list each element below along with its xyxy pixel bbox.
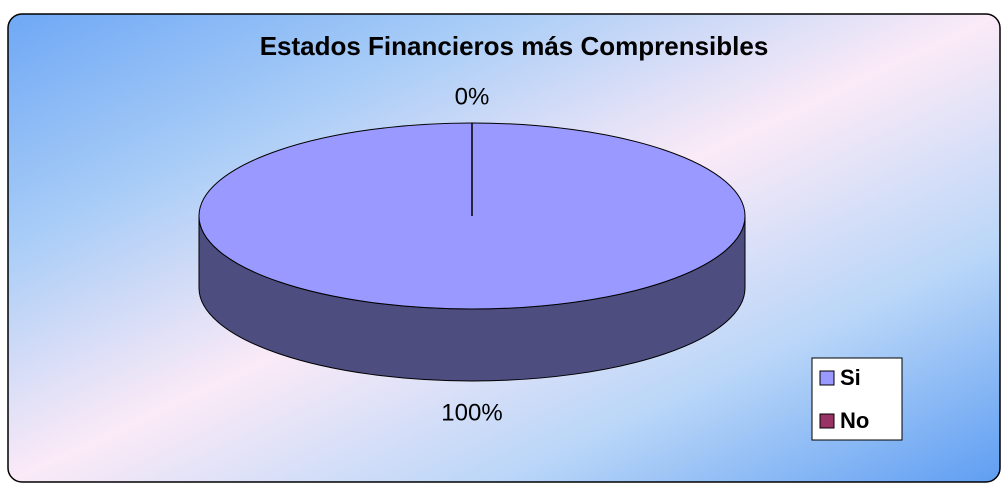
chart-title: Estados Financieros más Comprensibles — [260, 31, 769, 61]
legend-label: Si — [840, 365, 861, 390]
data-label: 0% — [455, 83, 490, 110]
data-label: 100% — [441, 399, 502, 426]
legend-swatch — [819, 413, 835, 429]
legend-label: No — [840, 408, 869, 433]
legend-swatch — [819, 370, 835, 386]
